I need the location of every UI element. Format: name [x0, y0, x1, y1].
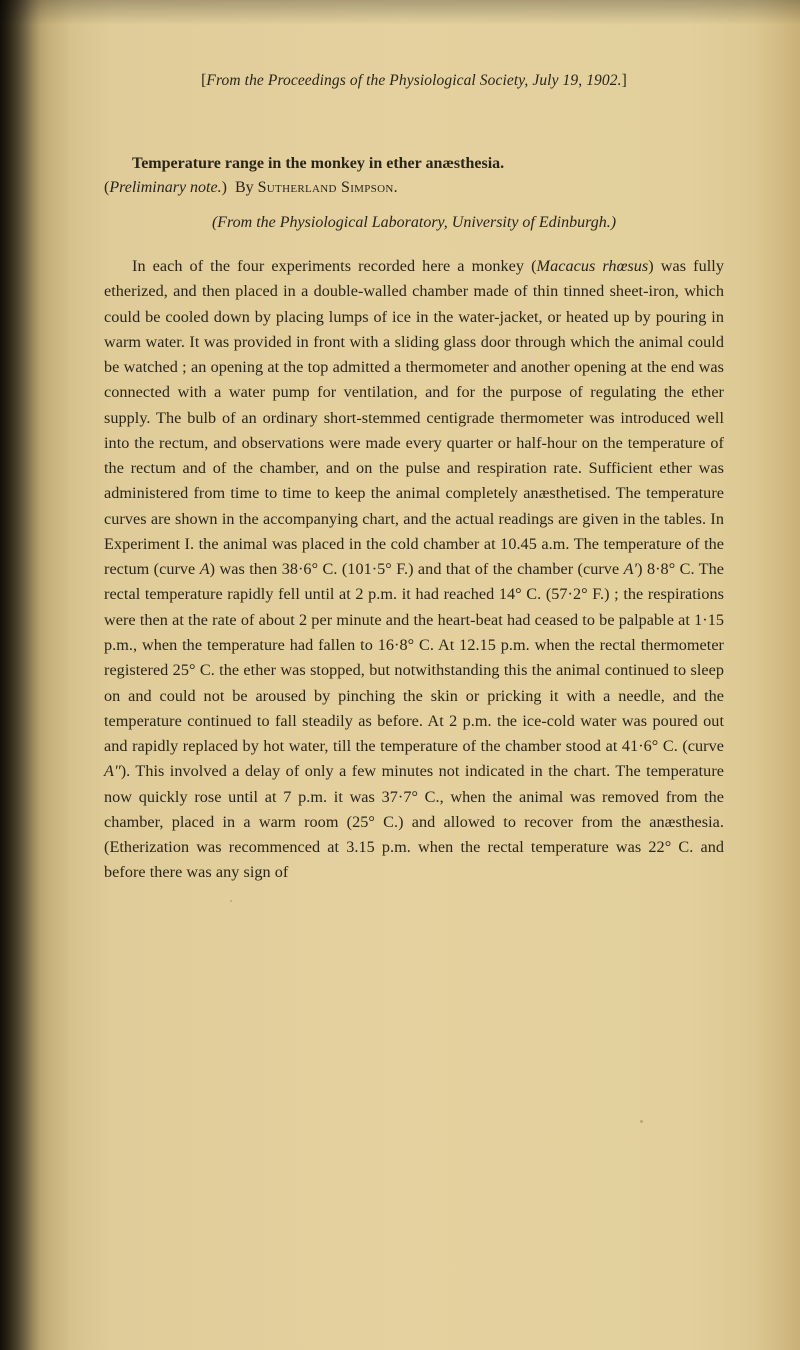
article-title-bold: Temperature range in the monkey in ether…: [132, 155, 504, 172]
body-paragraph: In each of the four experiments recorded…: [104, 254, 724, 886]
article-title-block: Temperature range in the monkey in ether…: [104, 152, 724, 200]
article-byline: (Preliminary note.) By Sutherland Simpso…: [104, 176, 724, 200]
author-name: Sutherland Simpson.: [258, 179, 398, 196]
by-word: By: [235, 179, 254, 196]
source-citation-text: From the Proceedings of the Physiologica…: [206, 72, 621, 89]
paper-speckle: [640, 1120, 643, 1123]
article-title-line: Temperature range in the monkey in ether…: [104, 152, 724, 176]
preliminary-note-label: Preliminary note.: [109, 179, 221, 196]
laboratory-line: (From the Physiological Laboratory, Univ…: [104, 214, 724, 232]
source-citation: [From the Proceedings of the Physiologic…: [104, 72, 724, 90]
page-content: [From the Proceedings of the Physiologic…: [0, 0, 800, 936]
